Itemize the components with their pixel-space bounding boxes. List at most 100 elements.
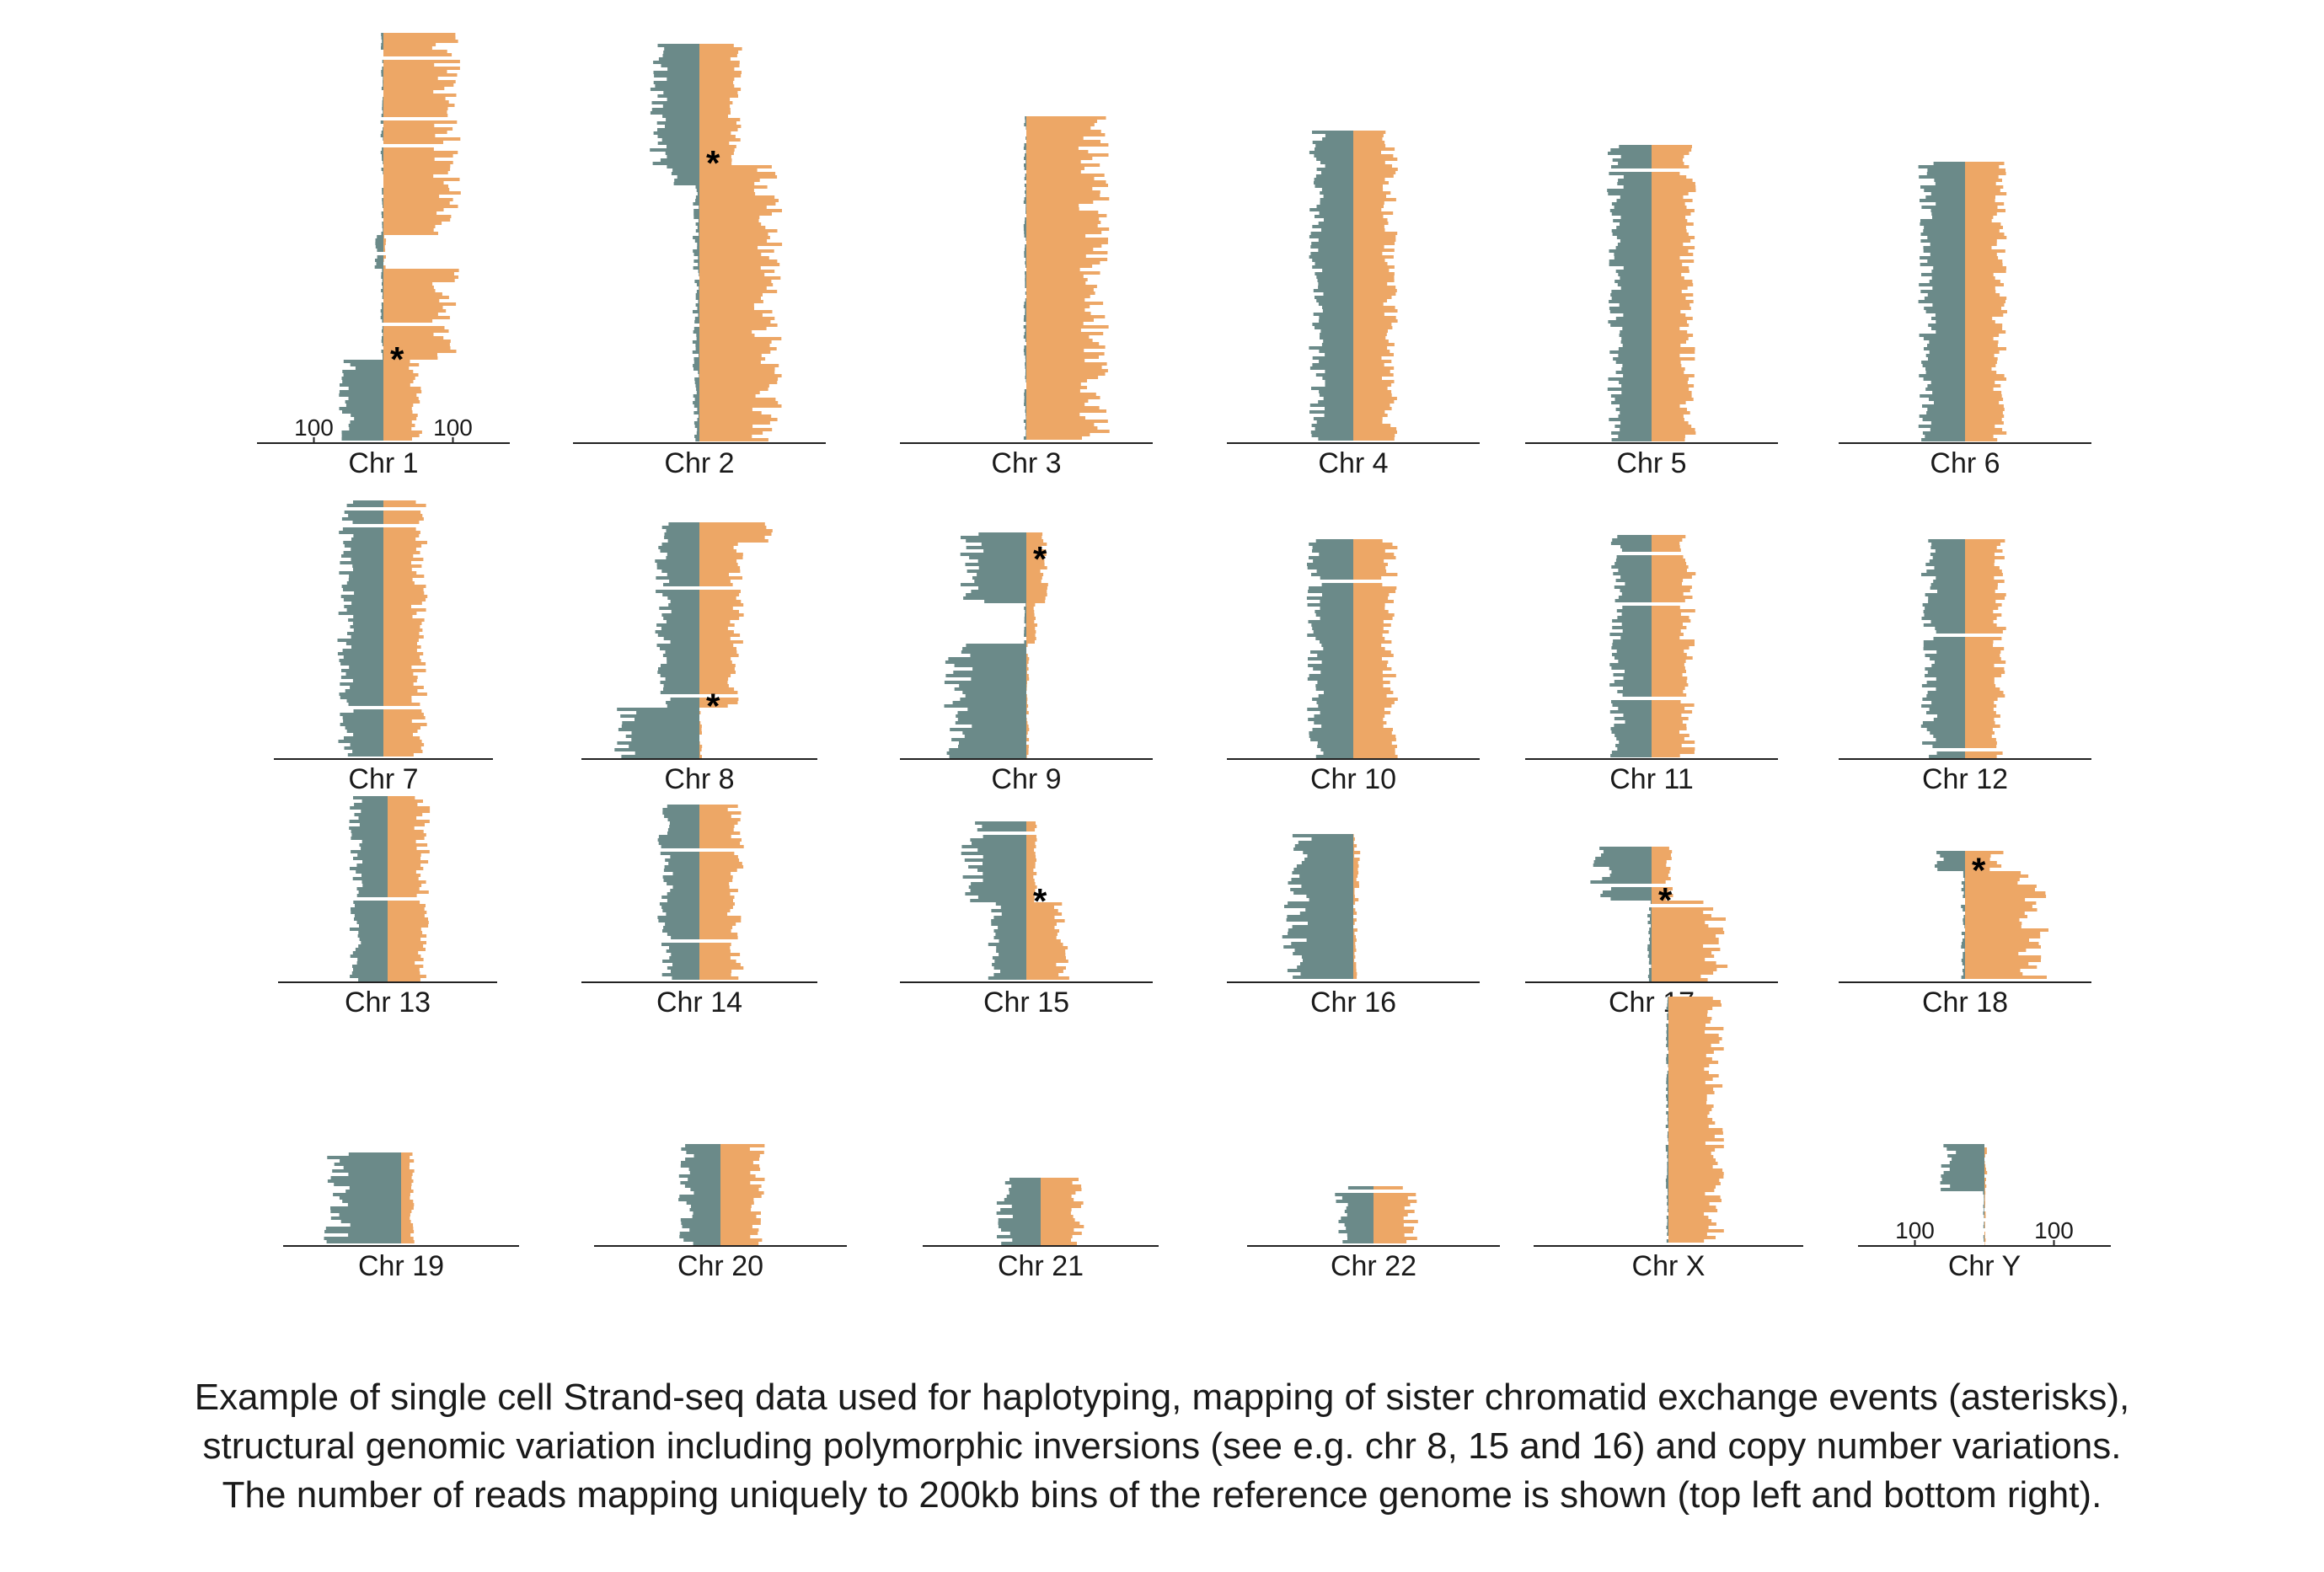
chromosome-label: Chr 5 (1616, 447, 1686, 479)
plus-strand-bin (1652, 714, 1682, 717)
minus-strand-bin (1023, 436, 1026, 440)
plus-strand-bin (383, 437, 412, 441)
plus-strand-bin (699, 858, 740, 862)
minus-strand-bin (1925, 388, 1965, 391)
plus-strand-bin (388, 826, 415, 830)
minus-strand-bin (1024, 234, 1026, 238)
minus-strand-bin (1936, 650, 1965, 654)
minus-strand-bin (1961, 881, 1965, 885)
plus-strand-bin (1965, 549, 2003, 553)
minus-strand-bin (1620, 330, 1652, 334)
plus-strand-bin (383, 564, 422, 568)
minus-strand-bin (682, 1225, 720, 1228)
plus-strand-bin (1041, 1178, 1079, 1181)
minus-strand-bin (663, 617, 699, 620)
plus-strand-bin (1026, 207, 1079, 211)
plus-strand-bin (1026, 406, 1100, 409)
minus-strand-bin (1928, 600, 1965, 603)
plus-strand-bin (720, 1178, 765, 1181)
plus-strand-bin (1652, 673, 1683, 676)
plus-strand-bin (1353, 168, 1398, 171)
plus-strand-bin (1041, 1235, 1073, 1238)
plus-strand-bin (383, 544, 422, 548)
plus-strand-bin (1652, 680, 1687, 683)
plus-strand-bin (699, 398, 776, 401)
minus-strand-bin (1623, 185, 1652, 189)
minus-strand-bin (1983, 1211, 1984, 1215)
minus-strand-bin (1667, 1027, 1668, 1030)
minus-strand-bin (342, 1200, 401, 1203)
plus-strand-bin (388, 944, 424, 948)
minus-strand-bin (1620, 575, 1652, 579)
plus-strand-bin (1026, 335, 1090, 339)
plus-strand-bin (1965, 563, 1995, 566)
minus-strand-bin (1320, 600, 1353, 603)
minus-strand-bin (1025, 356, 1026, 359)
minus-strand-bin (667, 573, 699, 576)
minus-strand-bin (655, 559, 699, 563)
plus-strand-bin (383, 750, 423, 753)
minus-strand-bin (1025, 187, 1026, 190)
plus-strand-bin (1668, 1236, 1716, 1239)
minus-strand-bin (1312, 728, 1353, 731)
minus-strand-bin (667, 98, 699, 101)
minus-strand-bin (1319, 316, 1353, 319)
plus-strand-bin (1984, 1235, 1985, 1238)
plus-strand-bin (699, 158, 732, 162)
minus-strand-bin (340, 713, 383, 716)
minus-strand-bin (1666, 1098, 1668, 1101)
plus-strand-bin (1965, 425, 1995, 428)
minus-strand-bin (1024, 389, 1026, 393)
minus-strand-bin (1321, 343, 1353, 346)
plus-strand-bin (1965, 553, 1995, 556)
plus-strand-bin (699, 195, 775, 199)
plus-strand-bin (699, 580, 731, 583)
plus-strand-bin (1353, 603, 1385, 607)
plus-strand-bin (1652, 747, 1695, 751)
minus-strand-bin (1922, 698, 1965, 701)
minus-strand-bin (356, 921, 388, 924)
plus-strand-bin (383, 77, 438, 80)
plus-strand-bin (1965, 965, 2038, 969)
minus-strand-bin (1318, 694, 1353, 698)
minus-strand-bin (340, 676, 383, 679)
plus-strand-bin (383, 137, 461, 141)
minus-strand-bin (1666, 1057, 1668, 1061)
plus-strand-bin (1652, 388, 1689, 391)
plus-strand-bin (1652, 421, 1689, 425)
plus-strand-bin (1965, 192, 2007, 195)
plus-strand-bin (1652, 643, 1695, 646)
minus-strand-bin (667, 704, 699, 708)
minus-strand-bin (695, 185, 699, 189)
minus-strand-bin (1920, 185, 1965, 189)
minus-strand-bin (1023, 335, 1026, 339)
minus-strand-bin (1930, 586, 1965, 590)
plus-strand-bin (1353, 191, 1391, 195)
minus-strand-bin (1320, 711, 1353, 714)
plus-strand-bin (1652, 179, 1693, 182)
minus-strand-bin (1649, 941, 1652, 944)
minus-strand-bin (1666, 1037, 1668, 1040)
minus-strand-bin (1930, 209, 1965, 212)
plus-strand-bin (1652, 350, 1695, 354)
minus-strand-bin (381, 168, 383, 171)
plus-strand-bin (1652, 754, 1680, 757)
minus-strand-bin (1964, 949, 1965, 952)
minus-strand-bin (1025, 258, 1026, 261)
minus-strand-bin (349, 666, 383, 669)
minus-strand-bin (1614, 656, 1652, 660)
minus-strand-bin (1318, 238, 1353, 242)
minus-strand-bin (695, 438, 699, 441)
plus-strand-bin (699, 216, 760, 219)
plus-strand-bin (1652, 592, 1684, 596)
plus-strand-bin (1965, 259, 2003, 263)
plus-strand-bin (1353, 404, 1390, 407)
minus-strand-bin (661, 526, 699, 529)
plus-strand-bin (1353, 282, 1388, 286)
plus-strand-bin (383, 605, 411, 608)
plus-strand-bin (1026, 885, 1037, 889)
minus-strand-bin (1315, 326, 1353, 329)
minus-strand-bin (1924, 307, 1965, 310)
plus-strand-bin (1652, 623, 1683, 626)
